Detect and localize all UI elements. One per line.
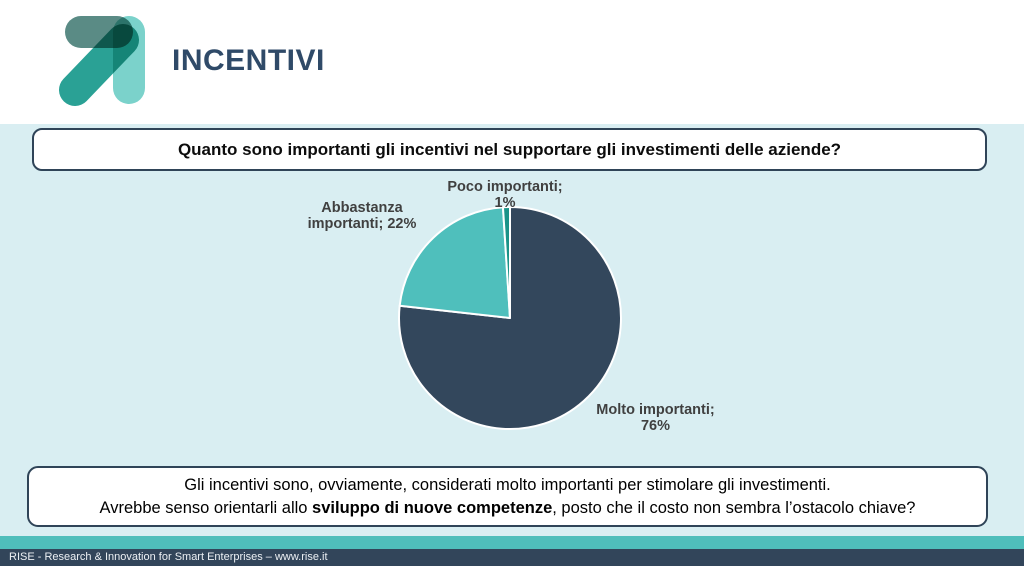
conclusion-line-1: Gli incentivi sono, ovviamente, consider…: [184, 475, 831, 494]
conclusion-line-2: Avrebbe senso orientarli allo sviluppo d…: [100, 497, 916, 520]
pie-label-abbastanza-importanti: Abbastanza importanti; 22%: [292, 200, 432, 232]
pie-label-line: Poco importanti;: [447, 179, 563, 195]
conclusion-line-2-suffix: , posto che il costo non sembra l’ostaco…: [552, 498, 916, 517]
pie-label-line: 76%: [640, 418, 671, 434]
conclusion-box: Gli incentivi sono, ovviamente, consider…: [27, 466, 988, 527]
pie-slice-poco-importanti: [501, 205, 511, 319]
question-box: Quanto sono importanti gli incentivi nel…: [32, 128, 987, 171]
question-text: Quanto sono importanti gli incentivi nel…: [177, 139, 842, 159]
conclusion-line-2-prefix: Avrebbe senso orientarli allo: [99, 498, 313, 517]
footer-text: RISE - Research & Innovation for Smart E…: [9, 551, 328, 563]
pie-slice-abbastanza-importanti: [398, 206, 511, 319]
footer-teal-strip: [0, 536, 1024, 549]
pie-label-line: importanti; 22%: [307, 216, 417, 232]
pie-label-line: 1%: [494, 195, 516, 211]
pie-chart-svg: [398, 205, 622, 430]
pie-chart: [392, 200, 628, 436]
pie-label-molto-importanti: Molto importanti; 76%: [578, 402, 733, 434]
footer-bar: RISE - Research & Innovation for Smart E…: [0, 549, 1024, 566]
rise-arrow-logo-icon: [59, 16, 145, 106]
pie-label-line: Abbastanza: [321, 200, 403, 216]
page-title: INCENTIVI: [172, 44, 325, 77]
logo-diagonal-arrow-bar: [59, 24, 139, 106]
conclusion-line-2-bold: sviluppo di nuove competenze: [312, 498, 553, 517]
pie-label-poco-importanti: Poco importanti; 1%: [415, 179, 595, 211]
pie-label-line: Molto importanti;: [596, 402, 715, 418]
